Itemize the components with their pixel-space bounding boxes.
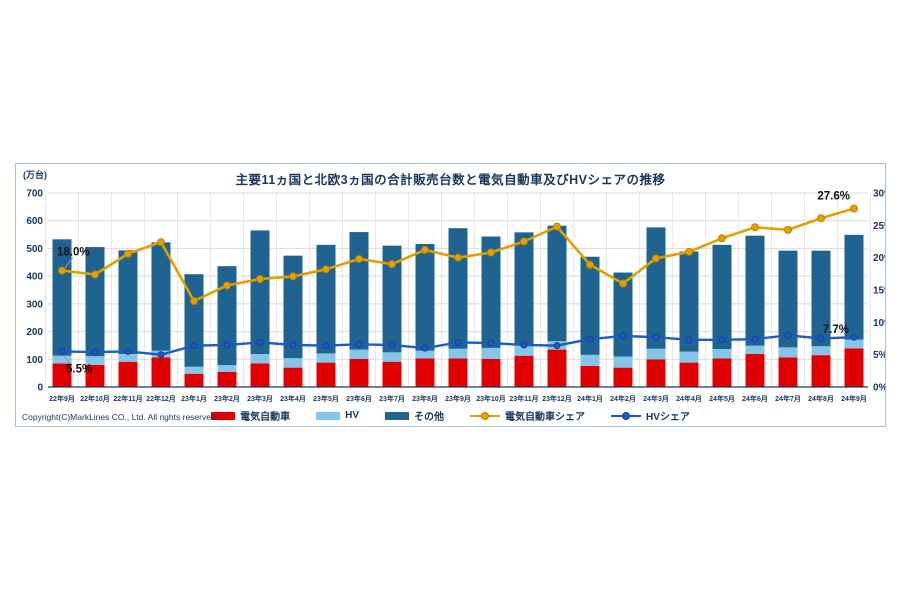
svg-text:23年8月: 23年8月 bbox=[412, 394, 438, 403]
svg-text:24年9月: 24年9月 bbox=[841, 394, 867, 403]
svg-text:23年10月: 23年10月 bbox=[476, 394, 506, 403]
svg-text:23年7月: 23年7月 bbox=[379, 394, 405, 403]
annotations: 18.0% 5.5% 27.6% 7.7% bbox=[57, 191, 850, 376]
svg-text:22年10月: 22年10月 bbox=[80, 394, 110, 403]
right-axis-labels: 0% 5% 10% 15% 20% 25% 30% bbox=[873, 189, 885, 394]
svg-text:23年6月: 23年6月 bbox=[346, 394, 372, 403]
svg-text:24年2月: 24年2月 bbox=[610, 394, 636, 403]
svg-text:10%: 10% bbox=[873, 318, 885, 329]
svg-text:23年1月: 23年1月 bbox=[181, 394, 207, 403]
svg-text:200: 200 bbox=[26, 327, 43, 338]
svg-text:24年7月: 24年7月 bbox=[775, 394, 801, 403]
svg-text:24年4月: 24年4月 bbox=[676, 394, 702, 403]
svg-text:23年4月: 23年4月 bbox=[280, 394, 306, 403]
x-axis-labels: 22年9月 22年10月 22年11月 22年12月 23年1月 23年2月 23年3月 23… bbox=[49, 394, 867, 403]
annotation-ev-share-last: 27.6% bbox=[817, 191, 850, 203]
svg-text:23年9月: 23年9月 bbox=[445, 394, 471, 403]
svg-text:5%: 5% bbox=[873, 350, 885, 361]
svg-text:300: 300 bbox=[26, 299, 43, 310]
svg-text:22年11月: 22年11月 bbox=[113, 394, 142, 403]
svg-text:400: 400 bbox=[26, 272, 43, 283]
ev-share-line bbox=[58, 204, 858, 305]
svg-text:24年8月: 24年8月 bbox=[808, 394, 834, 403]
annotation-hv-share-last: 7.7% bbox=[823, 324, 849, 336]
chart-frame: 0 100 200 300 400 500 600 700 0% 5% 10% 15% 20% 25% 30… bbox=[15, 163, 886, 427]
svg-text:700: 700 bbox=[26, 189, 43, 200]
svg-text:22年12月: 22年12月 bbox=[146, 394, 176, 403]
svg-text:24年1月: 24年1月 bbox=[577, 394, 603, 403]
svg-text:23年12月: 23年12月 bbox=[542, 394, 572, 403]
hv-share-line bbox=[58, 331, 858, 359]
vertical-gridlines bbox=[45, 193, 871, 387]
svg-text:24年6月: 24年6月 bbox=[742, 394, 768, 403]
chart-title: 主要11ヵ国と北欧3ヵ国の合計販売台数と電気自動車及びHVシェアの推移 bbox=[235, 173, 666, 187]
svg-text:23年3月: 23年3月 bbox=[247, 394, 273, 403]
plot-area: 0 100 200 300 400 500 600 700 0% 5% 10% 15% 20% 25% 30… bbox=[26, 189, 885, 404]
svg-text:23年5月: 23年5月 bbox=[313, 394, 339, 403]
svg-text:24年5月: 24年5月 bbox=[709, 394, 735, 403]
svg-text:15%: 15% bbox=[873, 286, 885, 297]
svg-text:100: 100 bbox=[26, 355, 43, 366]
svg-text:30%: 30% bbox=[873, 189, 885, 200]
svg-text:0: 0 bbox=[37, 383, 43, 394]
svg-text:20%: 20% bbox=[873, 253, 885, 264]
svg-text:23年11月: 23年11月 bbox=[509, 394, 538, 403]
copyright-text: Copyright(C)MarkLines CO., Ltd. All righ… bbox=[22, 412, 219, 422]
svg-text:23年2月: 23年2月 bbox=[214, 394, 240, 403]
svg-text:500: 500 bbox=[26, 244, 43, 255]
left-axis-labels: 0 100 200 300 400 500 600 700 bbox=[26, 189, 43, 394]
left-axis-unit-label: (万台) bbox=[23, 170, 47, 180]
annotation-hv-share-first: 5.5% bbox=[66, 363, 92, 375]
svg-text:0%: 0% bbox=[873, 383, 885, 394]
svg-text:600: 600 bbox=[26, 216, 43, 227]
bars-layer bbox=[52, 225, 864, 387]
annotation-ev-share-first: 18.0% bbox=[57, 247, 90, 259]
svg-text:22年9月: 22年9月 bbox=[49, 394, 75, 403]
svg-text:24年3月: 24年3月 bbox=[643, 394, 669, 403]
svg-text:25%: 25% bbox=[873, 221, 885, 232]
